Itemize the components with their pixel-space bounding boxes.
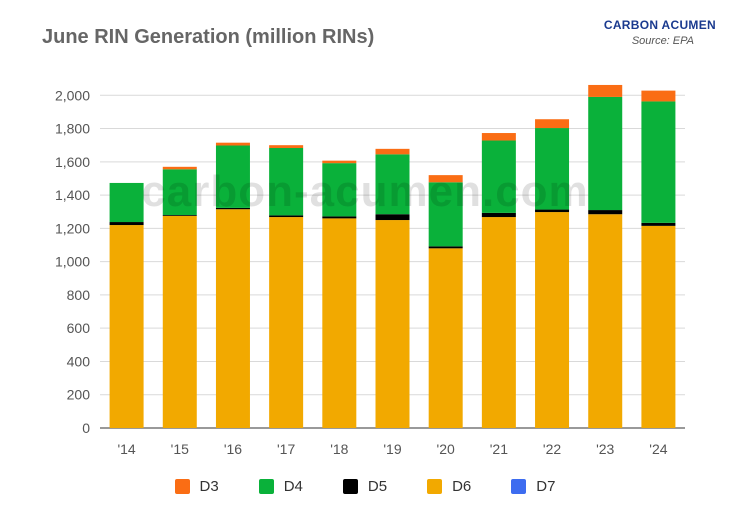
bar-d4-15 <box>162 169 197 216</box>
bar-d6-20 <box>428 248 463 428</box>
y-tick-label: 600 <box>67 320 91 336</box>
y-tick-label: 1,400 <box>55 187 90 203</box>
y-tick-label: 2,000 <box>55 87 90 103</box>
chart-title: June RIN Generation (million RINs) <box>42 26 375 48</box>
legend-label: D3 <box>199 478 219 495</box>
source-note: Source: EPA <box>631 35 694 47</box>
legend-swatch <box>427 479 443 494</box>
bar-d5-16 <box>215 207 250 210</box>
bar-d6-16 <box>215 209 250 428</box>
x-tick-label: '23 <box>596 441 614 457</box>
bar-d5-18 <box>322 216 357 219</box>
y-tick-label: 800 <box>67 287 91 303</box>
bar-d5-14 <box>109 222 144 226</box>
legend-label: D5 <box>367 478 388 495</box>
x-tick-label: '22 <box>543 441 561 457</box>
x-tick-label: '18 <box>330 441 348 457</box>
bar-d6-23 <box>588 214 623 428</box>
bar-d3-15 <box>162 166 197 170</box>
bar-d3-19 <box>375 148 410 155</box>
x-tick-label: '16 <box>224 441 242 457</box>
x-axis-ticks: '14 '15 '16 '17 '18 '19 '20 '21 '22 '23 '24 <box>117 441 667 457</box>
bar-d6-14 <box>109 225 144 428</box>
bar-d6-17 <box>269 217 304 428</box>
y-tick-label: 1,200 <box>55 220 90 236</box>
bar-d5-22 <box>535 209 570 213</box>
y-tick-label: 0 <box>82 420 90 436</box>
x-tick-label: '17 <box>277 441 295 457</box>
bar-d4-24 <box>641 101 676 223</box>
bar-d4-21 <box>481 140 516 213</box>
bar-d3-18 <box>322 160 357 164</box>
bar-d4-17 <box>269 148 304 216</box>
bar-d4-18 <box>322 163 357 217</box>
x-tick-label: '19 <box>383 441 401 457</box>
legend-swatch <box>174 479 190 494</box>
bar-d6-22 <box>535 212 570 428</box>
legend-item-d4: D4 <box>258 478 303 495</box>
legend-item-d7: D7 <box>511 478 555 495</box>
bar-d5-23 <box>588 210 623 215</box>
bar-d5-15 <box>162 215 197 216</box>
x-tick-label: '15 <box>171 441 189 457</box>
legend-swatch <box>511 479 527 494</box>
y-tick-label: 200 <box>67 387 91 403</box>
bars <box>109 84 676 428</box>
brand-logo-text: CARBON ACUMEN <box>603 18 716 32</box>
x-tick-label: '24 <box>649 441 667 457</box>
legend-label: D7 <box>536 478 556 495</box>
x-tick-label: '20 <box>437 441 455 457</box>
bar-d3-23 <box>588 84 623 97</box>
x-tick-label: '21 <box>490 441 508 457</box>
y-tick-label: 400 <box>67 353 91 369</box>
bar-d5-19 <box>375 214 410 221</box>
bar-d6-19 <box>375 220 410 428</box>
bar-d5-21 <box>481 212 516 218</box>
bar-d4-19 <box>375 154 410 215</box>
bar-d6-21 <box>481 217 516 428</box>
legend-item-d5: D5 <box>342 478 388 495</box>
legend-item-d3: D3 <box>174 478 219 495</box>
legend-label: D6 <box>452 478 472 495</box>
legend-label: D4 <box>283 478 303 495</box>
bar-d5-20 <box>428 246 463 249</box>
y-tick-label: 1,000 <box>55 254 90 270</box>
legend-swatch <box>258 479 274 494</box>
bar-d4-20 <box>428 182 463 247</box>
legend: D3 D4 D5 D6 D7 <box>0 478 730 495</box>
bar-d4-14 <box>109 182 144 223</box>
y-axis-ticks: 0 200 400 600 800 1,000 1,200 1,400 1,600 1,800 2,… <box>55 87 90 436</box>
x-tick-label: '14 <box>117 441 135 457</box>
bar-d6-18 <box>322 218 357 428</box>
y-tick-label: 1,600 <box>55 154 90 170</box>
bar-d4-16 <box>215 145 250 208</box>
bar-d4-23 <box>588 96 623 211</box>
stacked-bar-chart: carbon-acumen.com 0 200 400 600 800 1,000 1,20… <box>55 84 685 457</box>
bar-d3-24 <box>641 90 676 102</box>
bar-d3-20 <box>428 175 463 183</box>
bar-d3-16 <box>215 142 250 146</box>
watermark-text: carbon-acumen.com <box>141 167 588 216</box>
bar-d6-24 <box>641 225 676 428</box>
bar-d6-15 <box>162 215 197 428</box>
bar-d4-22 <box>535 128 570 210</box>
legend-item-d6: D6 <box>427 478 471 495</box>
y-tick-label: 1,800 <box>55 121 90 137</box>
legend-swatch <box>342 479 358 494</box>
bar-d5-17 <box>269 215 304 218</box>
bar-d3-21 <box>481 133 516 141</box>
bar-d5-24 <box>641 222 676 226</box>
bar-d3-22 <box>535 119 570 129</box>
bar-d3-17 <box>269 145 304 149</box>
